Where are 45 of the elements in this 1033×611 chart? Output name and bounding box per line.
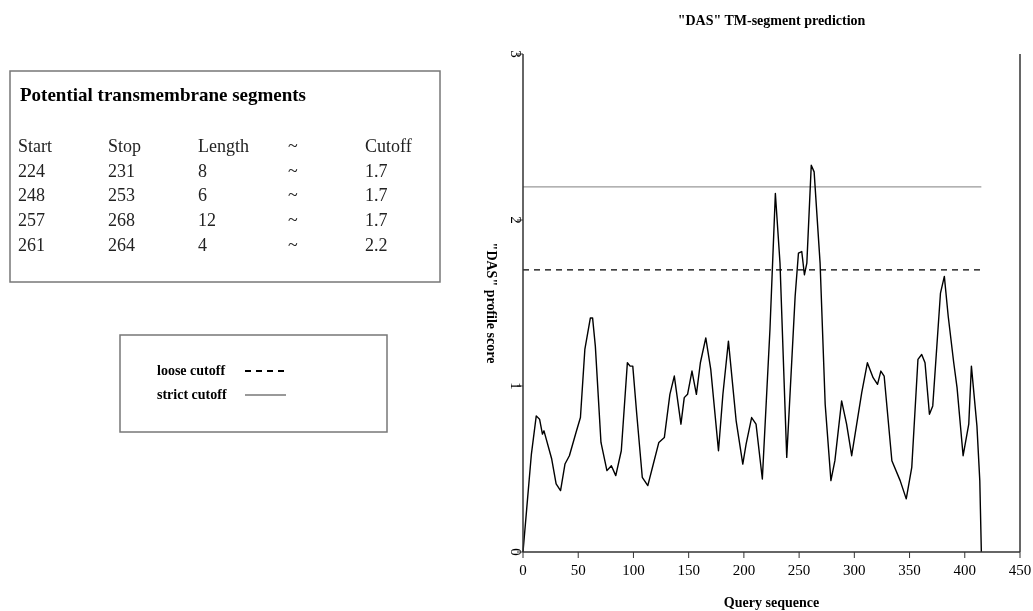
text: 257: [18, 210, 45, 231]
line-series: [522, 164, 983, 553]
chart-title: "DAS" TM-segment prediction: [677, 13, 866, 28]
text: 4: [198, 234, 207, 255]
x-tick-label: 350: [898, 562, 921, 578]
text: 264: [108, 234, 135, 255]
text: 2.2: [365, 234, 388, 255]
text: 8: [198, 160, 207, 181]
text: 1.7: [365, 160, 388, 181]
text: Potential transmembrane segments: [20, 84, 307, 105]
x-axis-title: Query sequence: [723, 595, 820, 610]
y-tick-label: 2: [508, 216, 524, 224]
x-tick-label: 150: [677, 562, 700, 578]
text: 248: [18, 185, 45, 206]
text: ~: [288, 160, 298, 181]
text: 224: [18, 160, 45, 181]
y-tick-label: 3: [508, 50, 524, 58]
y-tick-label: 1: [508, 382, 524, 390]
text: ~: [288, 185, 298, 206]
text: Stop: [108, 136, 142, 156]
text: Start: [18, 136, 52, 156]
y-tick-label: 0: [508, 548, 524, 556]
x-tick-label: 400: [953, 562, 977, 578]
text: 253: [108, 185, 135, 206]
y-axis-title: "DAS" profile score: [484, 242, 499, 364]
text: 6: [198, 185, 207, 206]
x-tick-label: 200: [732, 562, 756, 578]
text: 1.7: [365, 210, 388, 231]
x-tick-label: 250: [787, 562, 811, 578]
legend-label: strict cutoff: [157, 387, 227, 402]
x-tick-label: 50: [570, 562, 586, 578]
text: 261: [18, 234, 45, 255]
text: 268: [108, 210, 135, 231]
text: Length: [198, 136, 249, 156]
text: ~: [288, 136, 298, 156]
x-tick-label: 100: [622, 562, 645, 578]
text: 12: [198, 210, 216, 231]
text: 231: [108, 160, 135, 181]
text: ~: [288, 210, 298, 231]
text: Cutoff: [365, 136, 412, 156]
legend-label: loose cutoff: [157, 363, 226, 378]
x-tick-label: 450: [1008, 562, 1032, 578]
x-tick-label: 300: [843, 562, 866, 578]
text: ~: [288, 234, 298, 255]
text: 1.7: [365, 185, 388, 206]
